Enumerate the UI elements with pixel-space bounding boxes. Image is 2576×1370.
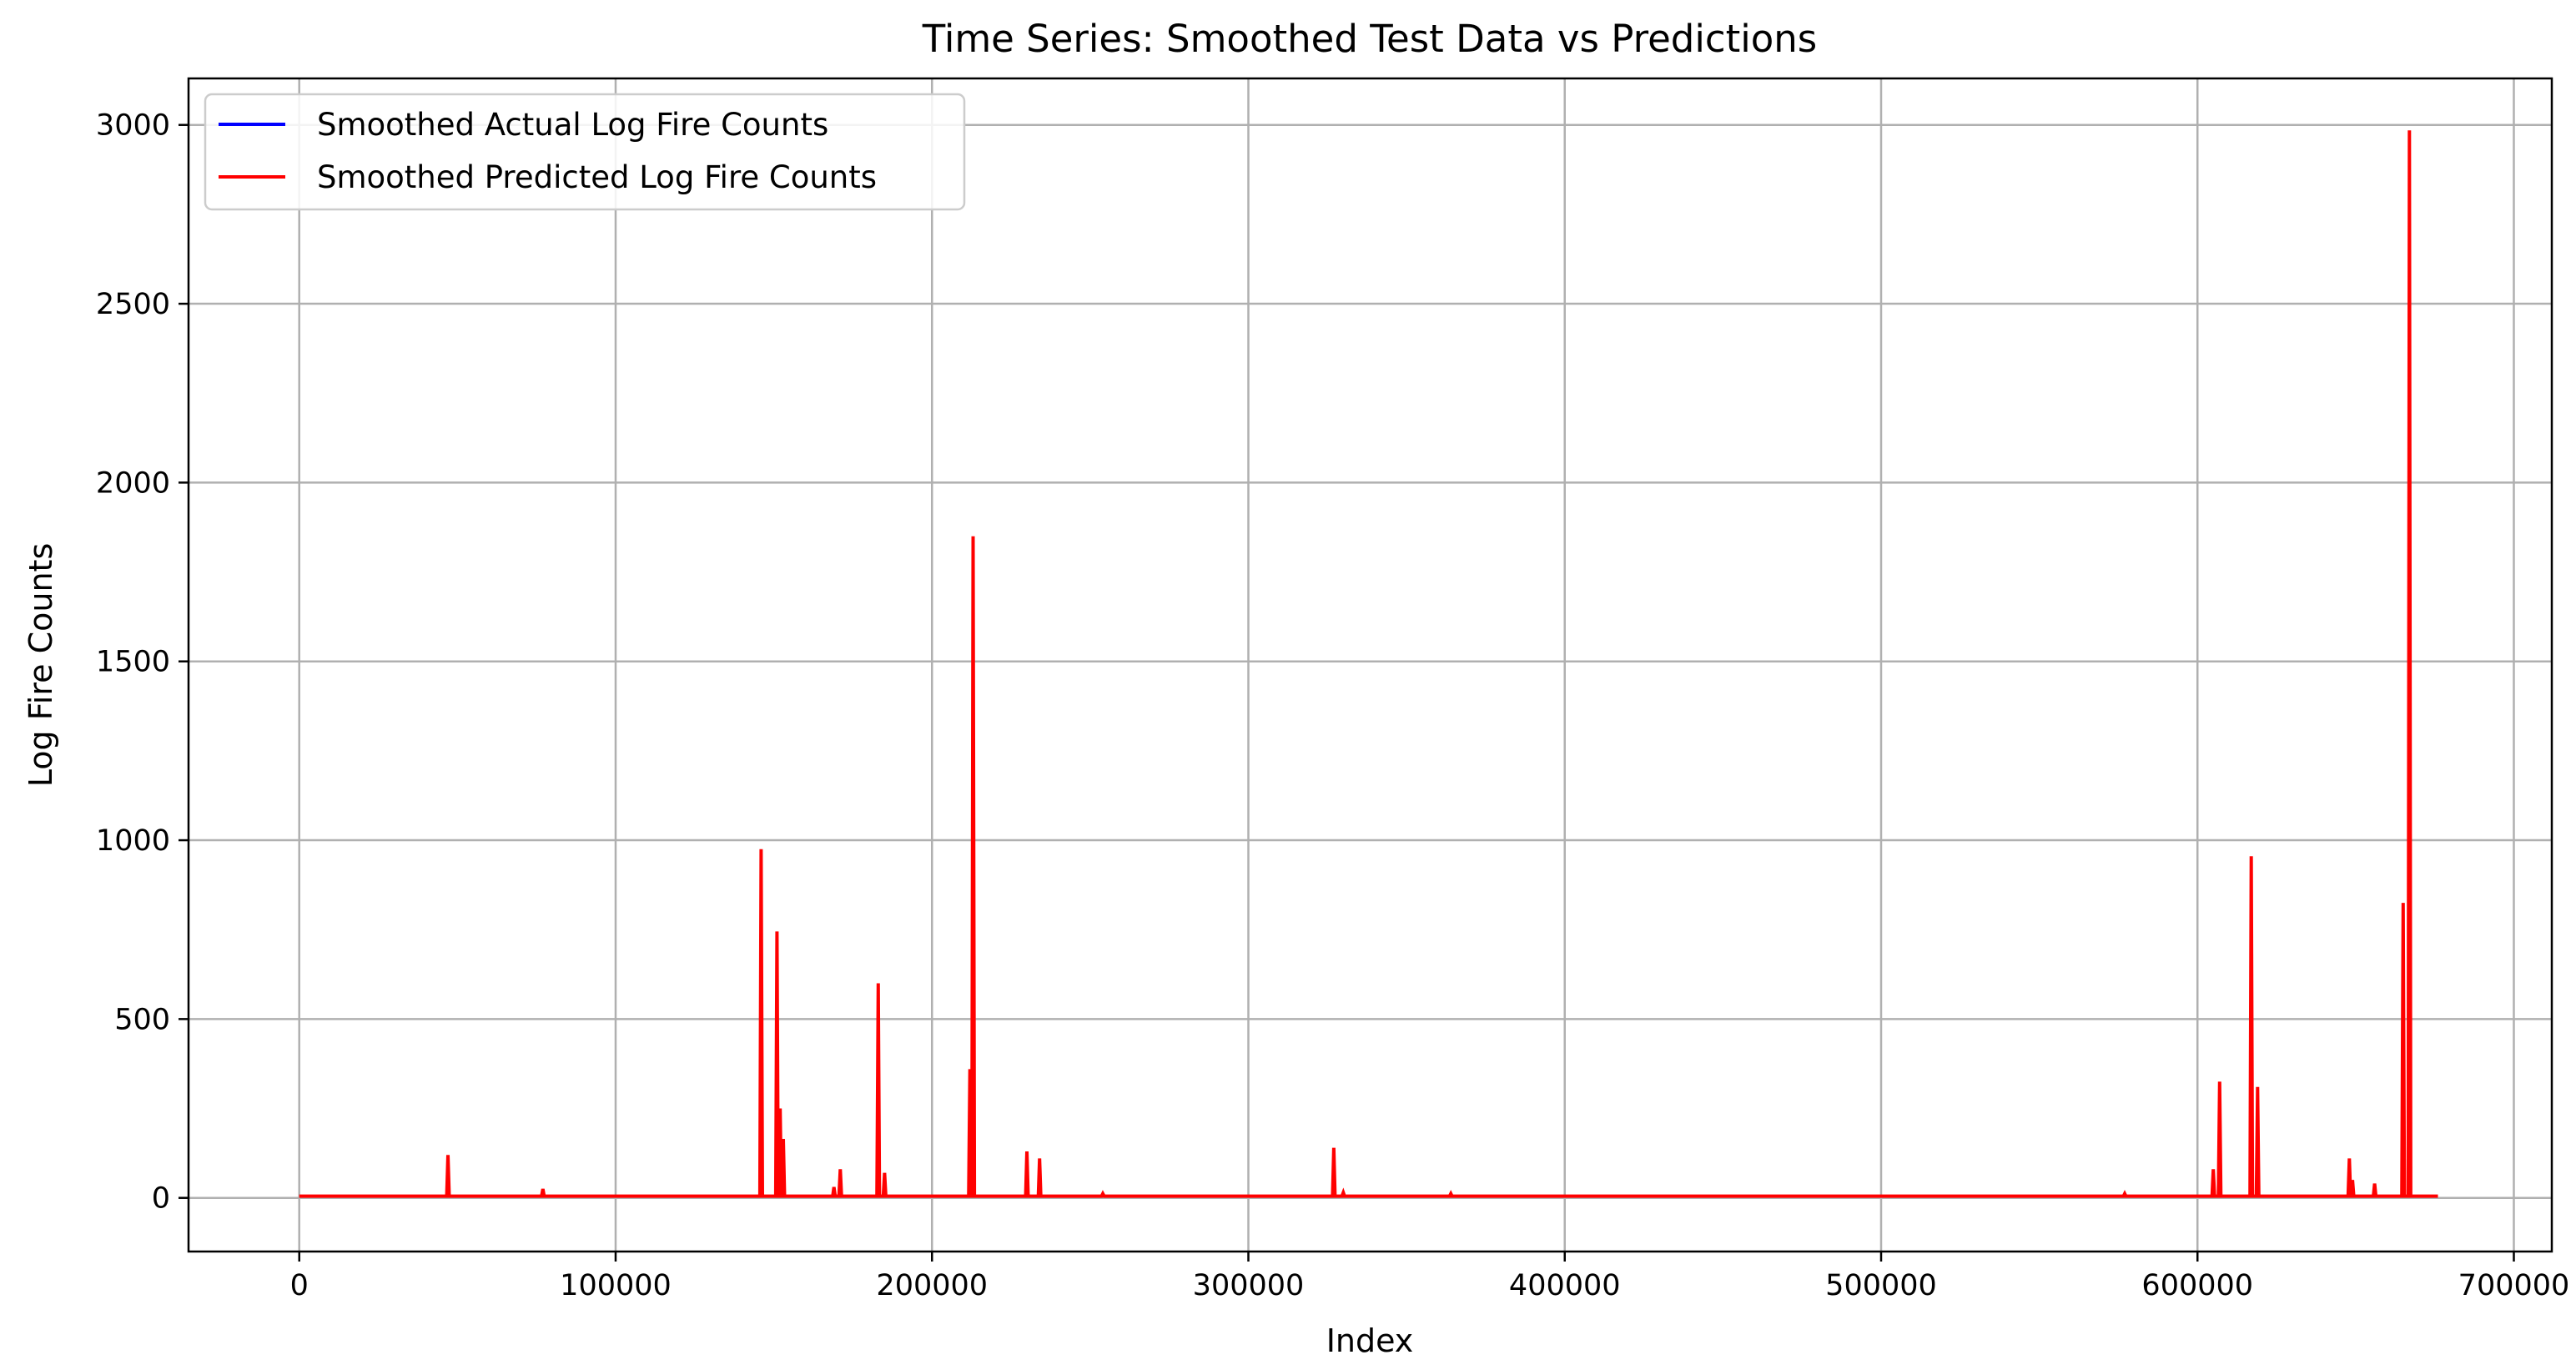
x-axis-label: Index (1326, 1322, 1414, 1359)
y-axis-label: Log Fire Counts (23, 543, 59, 788)
y-tick-label-5: 2500 (96, 288, 170, 321)
y-tick-label-6: 3000 (96, 109, 170, 143)
chart-title: Time Series: Smoothed Test Data vs Predi… (922, 17, 1818, 61)
x-tick-label-7: 700000 (2458, 1269, 2570, 1302)
grid-lines (189, 78, 2552, 1252)
x-tick-label-5: 500000 (1825, 1269, 1937, 1302)
y-tick-label-3: 1500 (96, 646, 170, 679)
x-tick-label-1: 100000 (560, 1269, 672, 1302)
series-line-1 (299, 130, 2438, 1198)
y-tick-label-2: 1000 (96, 824, 170, 858)
data-series (299, 130, 2438, 1198)
y-tick-label-0: 0 (152, 1182, 170, 1216)
legend-label-0: Smoothed Actual Log Fire Counts (317, 107, 828, 143)
x-tick-label-0: 0 (290, 1269, 309, 1302)
x-tick-label-3: 300000 (1193, 1269, 1305, 1302)
tick-labels: 0 100000 200000 300000 400000 500000 600000 700… (96, 109, 2569, 1302)
plot-frame (187, 77, 2553, 1253)
axes (179, 77, 2553, 1262)
y-tick-label-1: 500 (114, 1003, 170, 1036)
x-tick-label-2: 200000 (876, 1269, 988, 1302)
x-tick-label-6: 600000 (2141, 1269, 2253, 1302)
x-tick-label-4: 400000 (1509, 1269, 1621, 1302)
legend-box (204, 93, 966, 211)
legend-label-1: Smoothed Predicted Log Fire Counts (317, 159, 877, 195)
legend: Smoothed Actual Log Fire Counts Smoothed … (204, 93, 966, 211)
y-tick-label-4: 2000 (96, 466, 170, 500)
